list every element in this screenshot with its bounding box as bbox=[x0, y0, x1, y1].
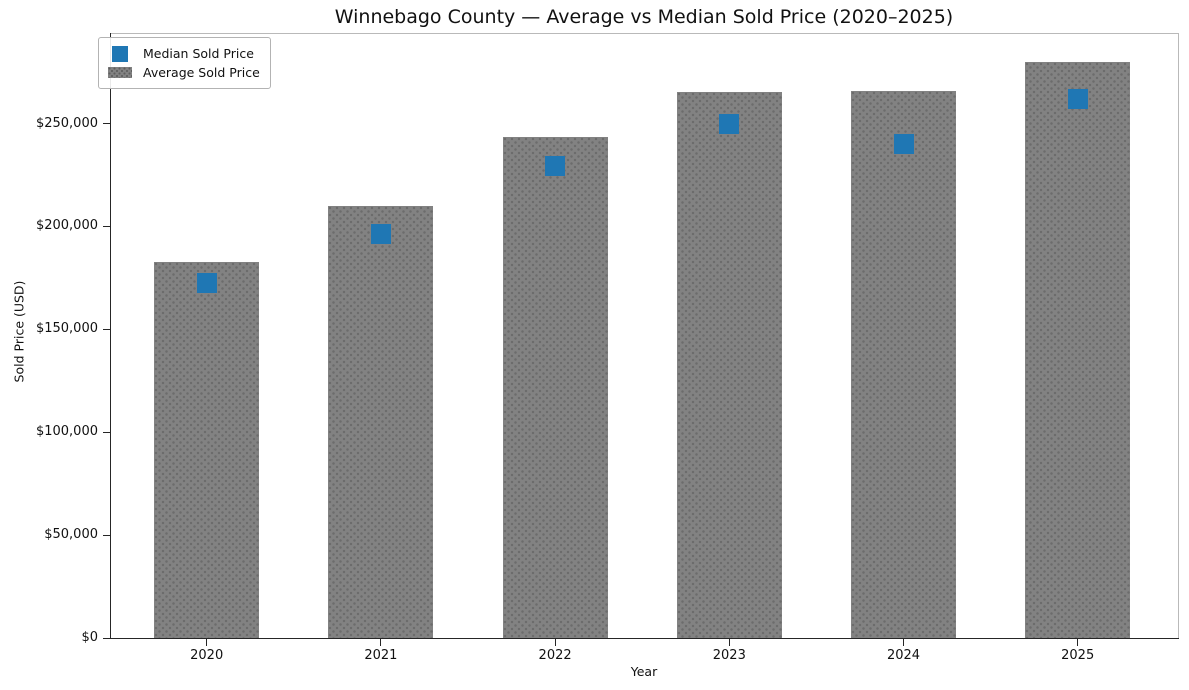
y-tick bbox=[103, 123, 110, 125]
median-sold-price-marker bbox=[370, 223, 391, 244]
y-tick bbox=[103, 431, 110, 433]
average-sold-price-bar bbox=[851, 90, 956, 638]
median-sold-price-marker bbox=[196, 273, 217, 294]
average-sold-price-bar bbox=[676, 91, 782, 638]
y-tick-label: $50,000 bbox=[44, 527, 98, 543]
average-sold-price-bar bbox=[328, 205, 434, 638]
top-spine bbox=[110, 33, 1179, 34]
y-tick-label: $100,000 bbox=[35, 424, 98, 440]
y-tick bbox=[103, 225, 110, 227]
x-tick-label: 2020 bbox=[190, 648, 224, 663]
x-tick bbox=[380, 639, 382, 646]
legend: Median Sold Price Average Sold Price bbox=[98, 37, 271, 89]
average-sold-price-bar bbox=[502, 136, 608, 638]
legend-item-average: Average Sold Price bbox=[105, 63, 260, 82]
right-spine bbox=[1178, 33, 1179, 639]
x-tick bbox=[728, 639, 730, 646]
average-sold-price-bar bbox=[1025, 61, 1131, 638]
average-bar-swatch-icon bbox=[108, 67, 132, 78]
x-tick-label: 2023 bbox=[712, 648, 746, 663]
y-tick bbox=[103, 637, 110, 639]
y-tick-label: $0 bbox=[81, 630, 98, 645]
y-tick-label: $200,000 bbox=[35, 218, 98, 234]
legend-handle-wrap bbox=[105, 67, 135, 78]
legend-item-median: Median Sold Price bbox=[105, 44, 260, 63]
legend-label-average: Average Sold Price bbox=[143, 65, 260, 80]
x-tick bbox=[1077, 639, 1079, 646]
median-sold-price-marker bbox=[1067, 88, 1088, 109]
y-axis-spine bbox=[110, 33, 111, 639]
y-tick bbox=[103, 328, 110, 330]
median-sold-price-marker bbox=[545, 155, 566, 176]
median-sold-price-marker bbox=[893, 134, 914, 155]
x-tick-label: 2022 bbox=[538, 648, 572, 663]
median-marker-icon bbox=[112, 45, 128, 62]
legend-label-median: Median Sold Price bbox=[143, 46, 254, 61]
x-tick-label: 2021 bbox=[364, 648, 398, 663]
x-axis-spine bbox=[110, 638, 1179, 639]
y-tick bbox=[103, 534, 110, 536]
x-tick bbox=[554, 639, 556, 646]
x-tick-label: 2025 bbox=[1061, 648, 1095, 663]
average-sold-price-bar bbox=[154, 262, 260, 638]
median-sold-price-marker bbox=[719, 113, 740, 134]
y-tick-label: $250,000 bbox=[35, 115, 98, 131]
x-tick bbox=[903, 639, 904, 646]
x-axis-label: Year bbox=[630, 664, 658, 679]
x-tick bbox=[206, 639, 208, 646]
legend-handle-wrap bbox=[105, 45, 135, 62]
chart-title: Winnebago County — Average vs Median Sol… bbox=[334, 6, 954, 28]
x-tick-label: 2024 bbox=[886, 648, 921, 663]
y-tick-label: $150,000 bbox=[35, 321, 98, 337]
